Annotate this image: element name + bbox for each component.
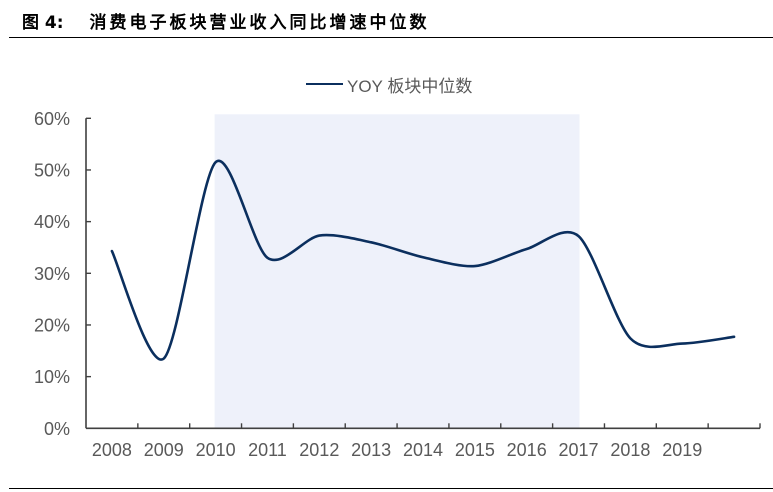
x-tick-label: 2008 [92, 440, 132, 460]
y-tick-label: 50% [34, 160, 70, 180]
top-divider [9, 37, 773, 38]
y-tick-label: 10% [34, 367, 70, 387]
x-tick-label: 2019 [662, 440, 702, 460]
x-tick-label: 2010 [196, 440, 236, 460]
y-tick-label: 40% [34, 212, 70, 232]
x-tick-label: 2013 [351, 440, 391, 460]
y-tick-label: 20% [34, 315, 70, 335]
x-tick-label: 2009 [144, 440, 184, 460]
x-tick-label: 2012 [299, 440, 339, 460]
legend-label: YOY 板块中位数 [347, 76, 473, 96]
series-line-yoy-median [110, 159, 736, 361]
legend-line-swatch-icon [306, 82, 343, 86]
highlight-band-layer [214, 114, 580, 429]
bottom-divider [9, 488, 773, 489]
axes [85, 117, 761, 430]
x-tick-label: 2017 [559, 440, 599, 460]
figure-caption: 消费电子板块营业收入同比增速中位数 [89, 13, 430, 33]
figure-number: 图 4: [22, 13, 64, 33]
tick-labels: 0% 10% 20% 30% 40% 50% 60% 2008 2009 2010 2011 2012… [34, 109, 702, 460]
highlight-band [214, 114, 580, 429]
y-tick-label: 60% [34, 109, 70, 129]
x-tick-label: 2015 [455, 440, 495, 460]
x-tick-label: 2011 [248, 440, 287, 460]
x-tick-label: 2014 [403, 440, 443, 460]
series-layer [110, 159, 736, 361]
chart-legend: YOY 板块中位数 [306, 73, 473, 96]
y-tick-label: 0% [44, 419, 70, 439]
figure-title: 图 4: 消费电子板块营业收入同比增速中位数 [22, 8, 430, 33]
y-tick-label: 30% [34, 264, 70, 284]
x-tick-label: 2018 [610, 440, 650, 460]
x-tick-label: 2016 [507, 440, 547, 460]
